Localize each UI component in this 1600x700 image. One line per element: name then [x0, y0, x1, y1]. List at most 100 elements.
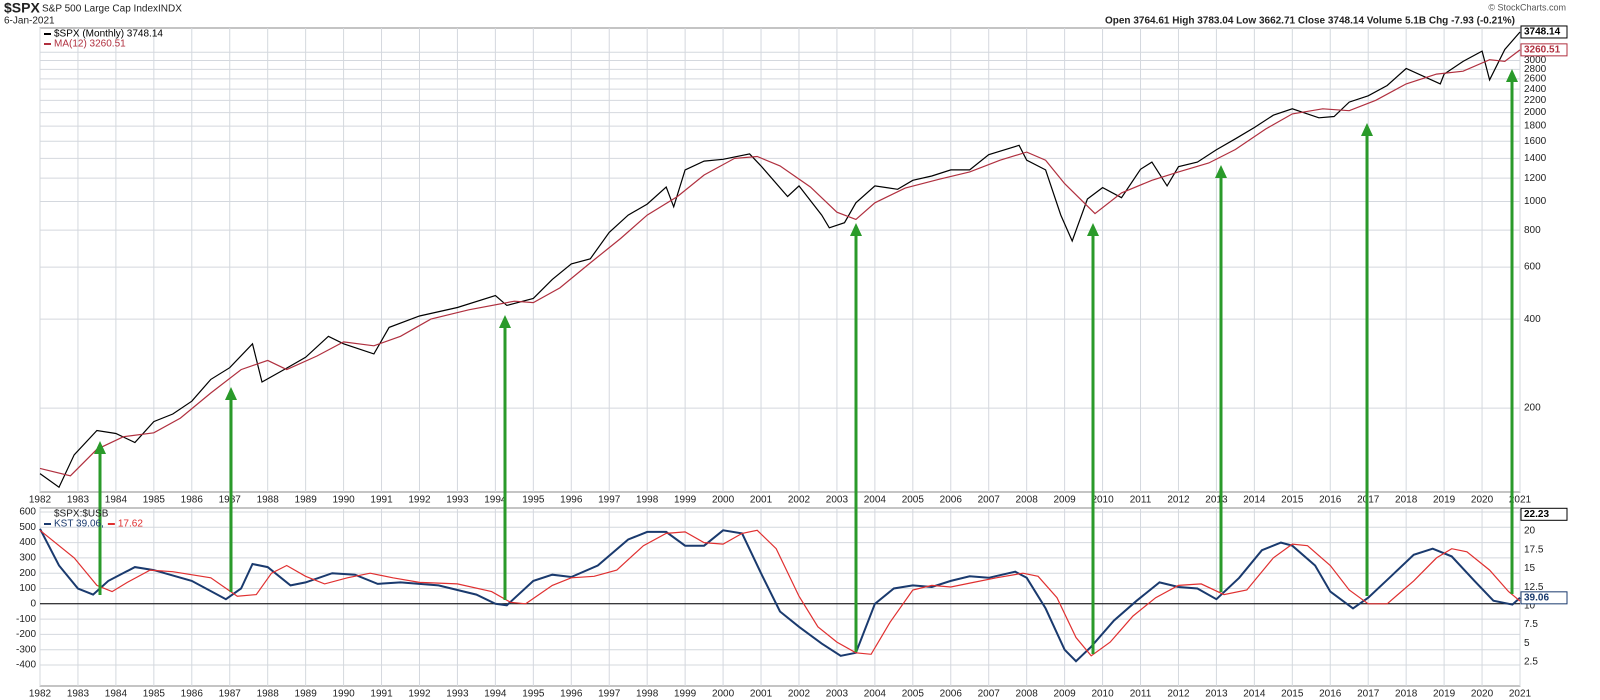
x-tick-label: 1990 [332, 495, 355, 506]
y-tick-label: 500 [19, 522, 36, 533]
x-tick-label: 1992 [408, 495, 431, 506]
x-tick-label: 2011 [1130, 495, 1152, 506]
x-tick-label: 1983 [67, 495, 90, 506]
x-tick-label: 1985 [143, 689, 166, 700]
x-tick-label: 1993 [446, 689, 469, 700]
x-tick-label: 2008 [1016, 495, 1039, 506]
y-tick-label: 200 [1524, 403, 1541, 414]
last-value-box [1520, 25, 1568, 39]
y2-tick-label: 10 [1524, 601, 1536, 612]
x-tick-label: 2009 [1053, 689, 1076, 700]
last-value-box [1520, 43, 1568, 57]
y-tick-label: 1400 [1524, 153, 1547, 164]
x-tick-label: 2007 [978, 495, 1001, 506]
x-tick-label: 2002 [788, 495, 811, 506]
x-tick-label: 1997 [598, 495, 621, 506]
x-tick-label: 2003 [826, 689, 849, 700]
y-tick-label: 100 [19, 583, 36, 594]
x-tick-label: 1991 [370, 689, 393, 700]
watermark: © StockCharts.com [1488, 2, 1566, 12]
y-tick-label: -300 [16, 644, 36, 655]
y-tick-label: 2000 [1524, 107, 1547, 118]
x-tick-label: 2016 [1319, 495, 1342, 506]
y-tick-label: 1200 [1524, 173, 1547, 184]
x-tick-label: 2000 [712, 689, 735, 700]
x-tick-label: 2006 [940, 495, 963, 506]
x-tick-label: 1998 [636, 689, 659, 700]
y2-tick-label: 7.5 [1524, 619, 1538, 630]
x-tick-label: 2013 [1205, 689, 1228, 700]
y-tick-label: 2800 [1524, 64, 1547, 75]
legend-label: $SPX (Monthly) 3748.14 [54, 29, 163, 40]
signal-arrows [94, 69, 1518, 654]
y-tick-label: -400 [16, 660, 36, 671]
x-tick-label: 1983 [67, 689, 90, 700]
y-tick-label: 3000 [1524, 55, 1547, 66]
x-tick-label: 2020 [1471, 495, 1494, 506]
x-tick-label: 1999 [674, 689, 697, 700]
x-tick-label: 2018 [1395, 495, 1418, 506]
kst-panel [39, 507, 1521, 687]
y-tick-label: 200 [19, 568, 36, 579]
x-tick-label: 2017 [1357, 689, 1380, 700]
y-tick-label: 400 [1524, 314, 1541, 325]
x-tick-label: 2010 [1091, 495, 1114, 506]
x-tick-label: 2002 [788, 689, 811, 700]
x-tick-label: 1994 [484, 689, 507, 700]
index-name: S&P 500 Large Cap Index [42, 4, 158, 15]
x-tick-label: 2004 [864, 495, 887, 506]
y-tick-label: -200 [16, 629, 36, 640]
x-tick-label: 2008 [1016, 689, 1039, 700]
x-tick-label: 1995 [522, 495, 545, 506]
x-tick-label: 1993 [446, 495, 469, 506]
x-tick-label: 2012 [1167, 689, 1190, 700]
x-tick-label: 2016 [1319, 689, 1342, 700]
y-tick-label: 2400 [1524, 84, 1547, 95]
x-tick-label: 2013 [1205, 495, 1228, 506]
series-line [39, 529, 1521, 657]
legend-label: MA(12) 3260.51 [54, 39, 126, 50]
x-tick-label: 2004 [864, 689, 887, 700]
x-tick-label: 2001 [750, 495, 773, 506]
y2-tick-label: 5 [1524, 638, 1530, 649]
x-tick-label: 2005 [902, 689, 925, 700]
x-tick-label: 1990 [332, 689, 355, 700]
ratio-label: $SPX:$USB [54, 509, 109, 520]
last-value-label: 39.06 [1524, 592, 1549, 603]
y-tick-label: 1000 [1524, 196, 1547, 207]
legend: 3748.14 3260.51 $SPX (Monthly) 3748.14MA(1… [44, 25, 1568, 605]
x-tick-label: 1989 [295, 689, 318, 700]
last-value-box [1520, 507, 1568, 521]
x-tick-label: 1992 [408, 689, 431, 700]
x-tick-label: 2012 [1167, 495, 1190, 506]
x-tick-label: 1996 [560, 689, 583, 700]
x-tick-label: 2021 [1509, 495, 1532, 506]
x-tick-label: 2011 [1130, 689, 1152, 700]
last-value-label: 22.23 [1524, 509, 1549, 520]
x-tick-label: 2021 [1509, 689, 1532, 700]
x-tick-label: 1988 [257, 495, 280, 506]
x-tick-label: 1987 [219, 689, 242, 700]
x-tick-label: 2009 [1053, 495, 1076, 506]
series-line [39, 31, 1521, 489]
x-tick-label: 2018 [1395, 689, 1418, 700]
y2-tick-label: 20 [1524, 526, 1536, 537]
x-tick-label: 1989 [295, 495, 318, 506]
series-line [39, 49, 1521, 477]
x-tick-label: 1986 [181, 495, 204, 506]
legend-label: 17.62 [118, 519, 143, 530]
y-tick-label: 600 [19, 507, 36, 518]
x-tick-label: 2000 [712, 495, 735, 506]
x-tick-label: 1988 [257, 689, 280, 700]
x-tick-label: 1991 [370, 495, 393, 506]
x-tick-label: 1996 [560, 495, 583, 506]
x-tick-label: 2014 [1243, 689, 1266, 700]
x-tick-label: 1982 [29, 495, 52, 506]
last-value-label: 3748.14 [1524, 27, 1561, 38]
y-tick-label: 400 [19, 537, 36, 548]
y2-tick-label: 12.5 [1524, 582, 1544, 593]
x-tick-label: 1984 [105, 689, 128, 700]
y-tick-label: 300 [19, 553, 36, 564]
